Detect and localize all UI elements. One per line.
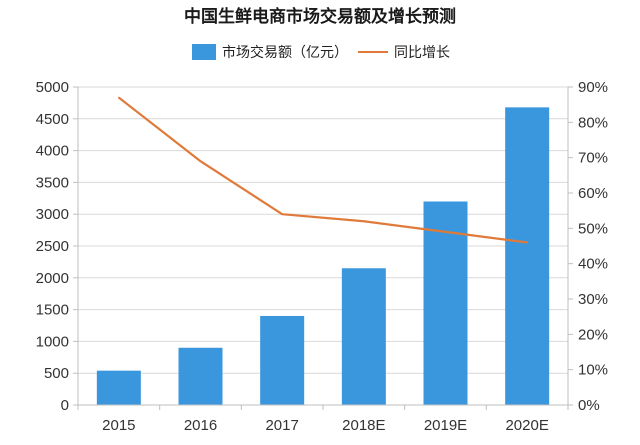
y2-tick-label: 40% (578, 256, 608, 273)
gridlines (78, 86, 568, 374)
y2-tick-label: 0% (578, 397, 600, 414)
y2-tick-label: 30% (578, 291, 608, 308)
y-tick-label: 500 (44, 365, 69, 382)
y-tick-label: 5000 (36, 79, 69, 96)
legend-bar-swatch (192, 44, 216, 60)
y-tick-label: 1500 (36, 302, 69, 319)
growth-point (526, 241, 528, 244)
bar (260, 315, 305, 405)
y-tick-label: 2500 (36, 238, 69, 255)
tick-labels: 0 500 1000 1500 2000 2500 3000 3500 4000 4500 5000… (36, 79, 608, 434)
x-tick-label: 2017 (265, 417, 298, 434)
bar (423, 201, 468, 405)
y2-tick-label: 90% (578, 79, 608, 96)
chart-title: 中国生鲜电商市场交易额及增长预测 (184, 6, 456, 27)
growth-point (118, 96, 120, 99)
bar (178, 347, 223, 405)
growth-line-path (118, 96, 528, 244)
growth-point (281, 213, 283, 215)
x-tick-label: 2015 (102, 417, 135, 434)
growth-point (199, 160, 202, 162)
legend: 市场交易额（亿元） 同比增长 (192, 44, 450, 61)
y2-tick-label: 60% (578, 185, 608, 202)
x-tick-label: 2019E (424, 417, 467, 434)
y-tick-label: 4000 (36, 143, 69, 160)
y2-tick-label: 20% (578, 326, 608, 343)
y-tick-label: 3500 (36, 174, 69, 191)
y2-tick-label: 70% (578, 150, 608, 167)
bars (96, 107, 550, 406)
y-tick-label: 2000 (36, 270, 69, 287)
y-tick-label: 4500 (36, 111, 69, 128)
x-tick-label: 2018E (342, 417, 385, 434)
y-tick-label: 3000 (36, 206, 69, 223)
y2-tick-label: 10% (578, 362, 608, 379)
bar (96, 370, 141, 405)
y2-tick-label: 80% (578, 114, 608, 131)
x-tick-label: 2020E (505, 417, 548, 434)
y-tick-label: 0 (61, 397, 69, 414)
x-tick-label: 2016 (184, 417, 217, 434)
growth-line (118, 96, 528, 244)
y-tick-label: 1000 (36, 333, 69, 350)
bar (341, 268, 386, 405)
axes (73, 86, 573, 410)
growth-point (363, 220, 365, 223)
growth-point (444, 231, 447, 233)
y2-tick-label: 50% (578, 220, 608, 237)
legend-bar-label: 市场交易额（亿元） (222, 44, 348, 61)
bar (505, 107, 550, 406)
legend-line-label: 同比增长 (394, 45, 450, 61)
